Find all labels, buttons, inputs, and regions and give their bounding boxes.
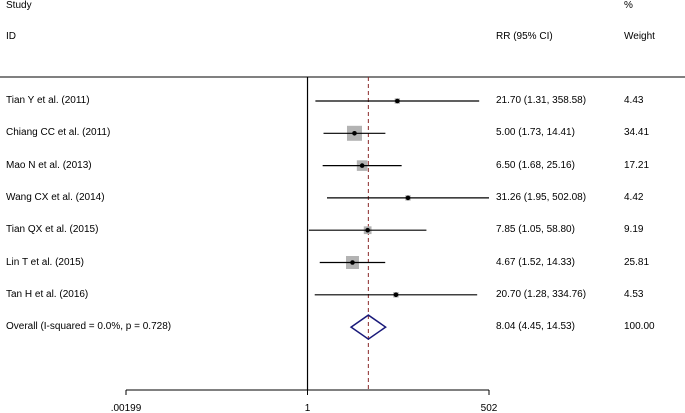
study-label: Tian Y et al. (2011) (6, 95, 90, 106)
study-weight: 4.53 (624, 288, 644, 300)
header-rr-ci: RR (95% CI) (496, 31, 553, 42)
header-weight-percent: % (624, 0, 633, 11)
header-weight: Weight (624, 31, 655, 42)
overall-diamond (349, 314, 387, 341)
study-label: Lin T et al. (2015) (6, 256, 85, 268)
point-estimate (359, 163, 365, 168)
point-estimate (350, 260, 355, 265)
x-tick-label: .00199 (111, 403, 142, 413)
study-rr-ci: 6.50 (1.68, 25.16) (496, 159, 575, 171)
header-study: Study (6, 0, 32, 11)
overall-rr-ci: 8.04 (4.45, 14.53) (496, 321, 575, 333)
study-rr-ci: 21.70 (1.31, 358.58) (496, 95, 587, 106)
study-rr-ci: 7.85 (1.05, 58.80) (496, 224, 575, 236)
study-rr-ci: 5.00 (1.73, 14.41) (496, 127, 575, 139)
overall-weight: 100.00 (624, 321, 655, 333)
study-rr-ci: 31.26 (1.95, 502.08) (496, 191, 587, 203)
study-label: Wang CX et al. (2014) (6, 191, 105, 203)
point-estimate (395, 98, 400, 104)
point-estimate (352, 131, 357, 136)
study-label: Tian QX et al. (2015) (6, 224, 99, 236)
study-label: Mao N et al. (2013) (6, 159, 92, 171)
study-weight: 4.43 (624, 95, 644, 106)
header-id: ID (6, 31, 16, 42)
point-estimate (393, 292, 399, 298)
study-label: Chiang CC et al. (2011) (6, 127, 111, 139)
study-label: Tan H et al. (2016) (6, 288, 89, 300)
point-estimate (405, 195, 411, 201)
x-tick-label: 1 (305, 403, 311, 413)
overall-label: Overall (I-squared = 0.0%, p = 0.728) (6, 321, 172, 333)
x-tick-label: 502 (481, 403, 498, 413)
study-rr-ci: 4.67 (1.52, 14.33) (496, 256, 575, 268)
study-weight: 25.81 (624, 256, 650, 268)
study-weight: 34.41 (624, 127, 650, 139)
study-weight: 17.21 (624, 159, 650, 171)
study-weight: 9.19 (624, 224, 644, 236)
point-estimate (365, 227, 370, 233)
study-weight: 4.42 (624, 191, 644, 203)
study-rr-ci: 20.70 (1.28, 334.76) (496, 288, 587, 300)
